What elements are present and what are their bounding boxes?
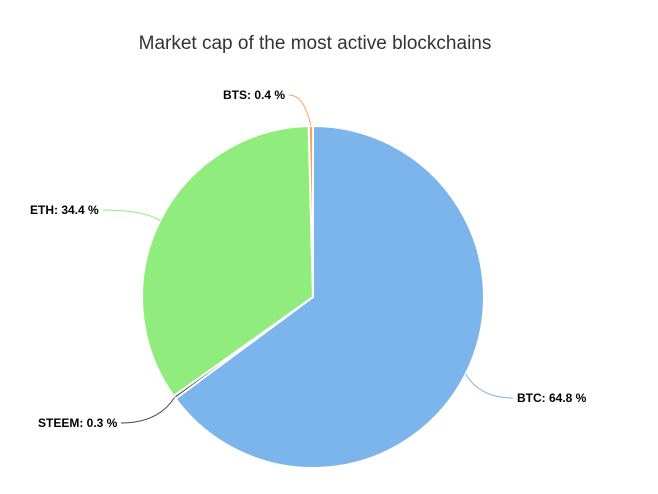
chart-title: Market cap of the most active blockchain… xyxy=(138,33,492,54)
connector-line-eth xyxy=(102,209,161,221)
slice-label-steem[interactable]: STEEM: 0.3 % xyxy=(38,416,118,430)
pie-slice-bts[interactable] xyxy=(307,124,314,298)
slice-label-eth[interactable]: ETH: 34.4 % xyxy=(30,203,99,217)
connector-line-steem xyxy=(120,397,175,424)
connector-line-btc xyxy=(465,373,514,399)
slice-label-btc[interactable]: BTC: 64.8 % xyxy=(517,391,587,405)
slice-label-bts[interactable]: BTS: 0.4 % xyxy=(223,88,286,102)
connector-line-bts xyxy=(288,94,312,127)
